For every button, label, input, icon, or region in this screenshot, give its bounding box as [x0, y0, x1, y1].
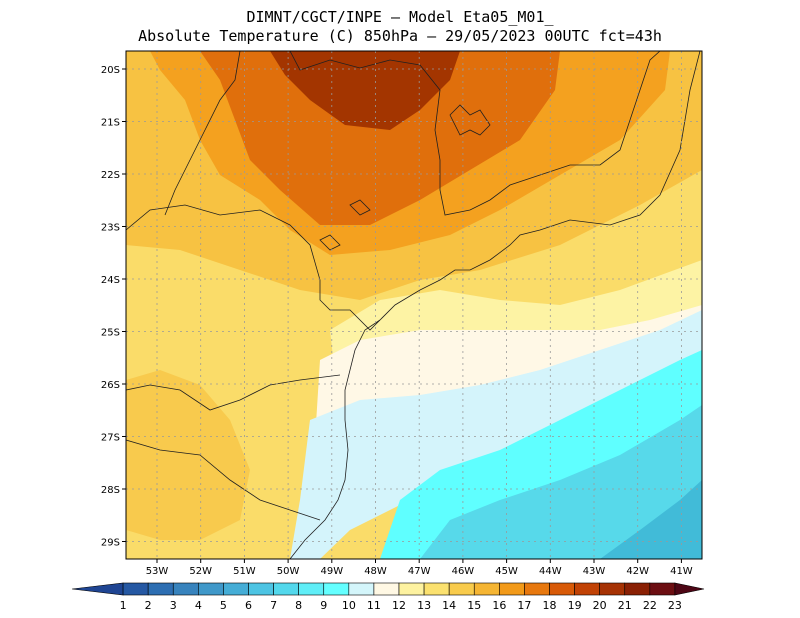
lat-label: 27S — [101, 433, 120, 444]
colorbar-tick-label: 14 — [442, 599, 456, 612]
lat-label: 25S — [101, 328, 120, 339]
colorbar-swatch — [248, 582, 274, 596]
colorbar-swatch — [348, 582, 375, 596]
colorbar-swatch — [549, 582, 575, 596]
lon-label: 43W — [583, 566, 606, 577]
colorbar-swatch — [273, 582, 299, 596]
colorbar-swatch — [373, 582, 400, 596]
lat-label: 28S — [101, 485, 120, 496]
colorbar-swatch — [122, 582, 149, 596]
colorbar-swatch — [599, 582, 626, 596]
colorbar-swatch — [574, 582, 600, 596]
lon-label: 48W — [364, 566, 387, 577]
lat-label: 20S — [101, 65, 120, 76]
lon-label: 49W — [320, 566, 343, 577]
lat-label: 23S — [101, 223, 120, 234]
colorbar-tick-label: 15 — [467, 599, 481, 612]
grid-lines — [126, 51, 702, 559]
colorbar: 1 2 3 4 5 6 7 8 9 10 11 12 13 14 15 16 17 18 19 20 21 22 23 — [71, 582, 705, 612]
lon-label: 45W — [495, 566, 518, 577]
lon-label: 50W — [277, 566, 300, 577]
lat-label: 21S — [101, 118, 120, 129]
colorbar-tick-label: 6 — [245, 599, 252, 612]
colorbar-tick-label: 22 — [643, 599, 657, 612]
colorbar-tick-label: 21 — [618, 599, 632, 612]
title-line-1: DIMNT/CGCT/INPE – Model Eta05_M01_ — [246, 8, 554, 26]
colorbar-tick-label: 12 — [392, 599, 406, 612]
colorbar-tick-label: 1 — [120, 599, 127, 612]
lat-label: 22S — [101, 170, 120, 181]
longitude-labels: 53W 52W 51W 50W 49W 48W 47W 46W 45W 44W 43W 42W 41W — [146, 559, 693, 577]
colorbar-right-arrow — [674, 582, 705, 596]
colorbar-tick-label: 23 — [668, 599, 682, 612]
colorbar-swatch — [499, 582, 525, 596]
lat-label: 24S — [101, 275, 120, 286]
lon-label: 53W — [146, 566, 169, 577]
colorbar-swatch — [423, 582, 450, 596]
lon-label: 41W — [670, 566, 693, 577]
colorbar-swatch — [473, 582, 500, 596]
colorbar-swatch — [524, 582, 550, 596]
colorbar-tick-label: 7 — [270, 599, 277, 612]
lon-label: 46W — [452, 566, 475, 577]
colorbar-swatch — [147, 582, 174, 596]
colorbar-left-arrow — [71, 582, 124, 596]
temperature-field — [126, 51, 702, 559]
colorbar-swatch — [298, 582, 325, 596]
colorbar-tick-label: 18 — [543, 599, 557, 612]
lat-label: 29S — [101, 538, 120, 549]
colorbar-tick-label: 9 — [320, 599, 327, 612]
colorbar-swatch — [172, 582, 199, 596]
lat-label: 26S — [101, 380, 120, 391]
colorbar-tick-label: 3 — [170, 599, 177, 612]
colorbar-tick-label: 16 — [492, 599, 506, 612]
colorbar-tick-label: 11 — [367, 599, 381, 612]
colorbar-tick-label: 5 — [220, 599, 227, 612]
colorbar-tick-label: 17 — [517, 599, 531, 612]
lon-label: 47W — [408, 566, 431, 577]
lon-label: 52W — [189, 566, 212, 577]
colorbar-tick-label: 13 — [417, 599, 431, 612]
colorbar-swatch — [398, 582, 425, 596]
colorbar-tick-label: 10 — [342, 599, 356, 612]
colorbar-swatch — [624, 582, 651, 596]
colorbar-swatch — [649, 582, 676, 596]
colorbar-tick-label: 20 — [593, 599, 607, 612]
lon-label: 51W — [233, 566, 256, 577]
colorbar-tick-label: 4 — [195, 599, 202, 612]
colorbar-tick-label: 8 — [295, 599, 302, 612]
title-line-2: Absolute Temperature (C) 850hPa – 29/05/… — [138, 27, 662, 45]
colorbar-swatch — [223, 582, 249, 596]
colorbar-swatch — [198, 582, 224, 596]
colorbar-swatch — [323, 582, 350, 596]
colorbar-tick-label: 19 — [568, 599, 582, 612]
lon-label: 42W — [626, 566, 649, 577]
colorbar-swatch — [448, 582, 475, 596]
plot-frame — [125, 50, 703, 560]
colorbar-tick-label: 2 — [145, 599, 152, 612]
coastline-borders — [126, 51, 701, 559]
latitude-labels: 20S 21S 22S 23S 24S 25S 26S 27S 28S 29S — [101, 65, 126, 549]
lon-label: 44W — [539, 566, 562, 577]
